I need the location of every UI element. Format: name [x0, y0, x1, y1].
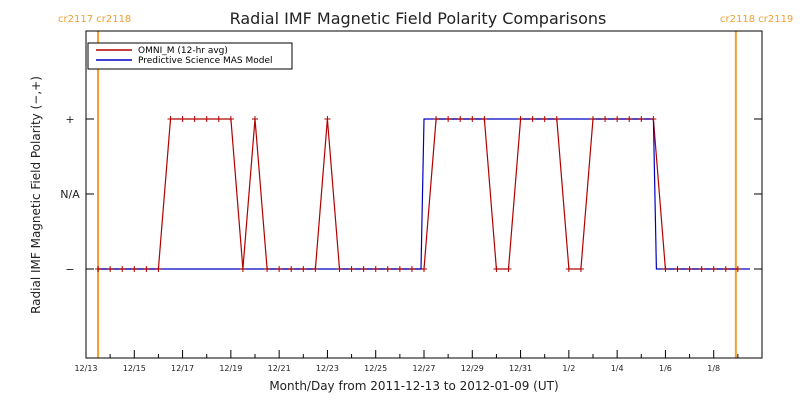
- chart-title: Radial IMF Magnetic Field Polarity Compa…: [230, 9, 607, 28]
- data-point-marker: [445, 116, 452, 122]
- data-point-marker: [348, 266, 355, 272]
- x-tick-label: 12/29: [461, 364, 484, 373]
- x-tick-label: 12/31: [509, 364, 532, 373]
- carrington-label: cr2117 cr2118: [58, 14, 131, 25]
- data-point-marker: [384, 266, 391, 272]
- x-axis-ticks: 12/13 12/15 12/17 12/19 12/21 12/23 12/25 12/27…: [74, 350, 739, 373]
- x-tick-label: 12/25: [364, 364, 387, 373]
- plot-frame: [85, 30, 763, 359]
- data-point-marker: [312, 266, 319, 272]
- data-point-marker: [276, 266, 283, 272]
- data-point-marker: [529, 116, 536, 122]
- x-tick-label: 12/27: [412, 364, 435, 373]
- y-tick-label: +: [65, 113, 74, 126]
- data-point-marker: [698, 266, 705, 272]
- data-point-marker: [252, 116, 258, 122]
- data-point-marker: [143, 266, 150, 272]
- x-tick-label: 1/8: [707, 364, 720, 373]
- data-point-marker: [421, 266, 427, 272]
- data-point-marker: [95, 266, 102, 272]
- data-point-marker: [686, 266, 693, 272]
- data-point-marker: [662, 266, 669, 272]
- data-point-marker: [517, 116, 524, 122]
- x-tick-label: 12/21: [268, 364, 291, 373]
- data-point-marker: [710, 266, 717, 272]
- data-point-marker: [493, 266, 500, 272]
- data-point-marker: [155, 266, 162, 272]
- y-axis-ticks: − N/A +: [60, 113, 762, 276]
- data-point-marker: [131, 266, 138, 272]
- legend-label-omni: OMNI_M (12-hr avg): [138, 46, 228, 56]
- carrington-label: cr2118 cr2119: [720, 14, 793, 25]
- series-line-1: [98, 118, 750, 270]
- x-tick-label: 12/15: [123, 364, 146, 373]
- data-point-marker: [674, 266, 681, 272]
- data-point-marker: [396, 266, 403, 272]
- markers-layer: [95, 116, 741, 272]
- data-point-marker: [167, 116, 174, 122]
- data-point-marker: [650, 116, 657, 122]
- data-point-marker: [481, 116, 488, 122]
- data-point-marker: [372, 266, 379, 272]
- x-tick-label: 1/2: [562, 364, 575, 373]
- y-tick-label: N/A: [60, 188, 80, 201]
- data-point-marker: [324, 116, 331, 122]
- data-point-marker: [602, 116, 609, 122]
- data-point-marker: [614, 116, 621, 122]
- x-tick-label: 12/13: [74, 364, 97, 373]
- x-tick-label: 12/23: [316, 364, 339, 373]
- data-point-marker: [590, 116, 596, 122]
- data-point-marker: [191, 116, 198, 122]
- data-point-marker: [215, 116, 222, 122]
- data-point-marker: [203, 116, 210, 122]
- y-axis-label: Radial IMF Magnetic Field Polarity (−,+): [29, 76, 43, 314]
- legend-label-mas: Predictive Science MAS Model: [138, 56, 273, 66]
- data-point-marker: [638, 116, 645, 122]
- data-point-marker: [336, 266, 343, 272]
- series-layer: [98, 118, 750, 270]
- data-point-marker: [119, 266, 126, 272]
- carrington-labels: cr2117 cr2118 cr2118 cr2119: [58, 14, 793, 358]
- data-point-marker: [179, 116, 186, 122]
- data-point-marker: [433, 116, 440, 122]
- data-point-marker: [541, 116, 548, 122]
- data-point-marker: [577, 266, 584, 272]
- data-point-marker: [360, 266, 367, 272]
- data-point-marker: [239, 266, 246, 272]
- data-point-marker: [300, 266, 307, 272]
- y-tick-label: −: [65, 263, 74, 276]
- data-point-marker: [227, 116, 234, 122]
- x-axis-label: Month/Day from 2011-12-13 to 2012-01-09 …: [269, 379, 558, 393]
- legend: OMNI_M (12-hr avg) Predictive Science MA…: [87, 42, 293, 70]
- data-point-marker: [505, 266, 512, 272]
- x-tick-label: 12/19: [219, 364, 242, 373]
- data-point-marker: [469, 116, 476, 122]
- data-point-marker: [722, 266, 729, 272]
- data-point-marker: [553, 116, 560, 122]
- data-point-marker: [408, 266, 415, 272]
- data-point-marker: [734, 266, 741, 272]
- x-tick-label: 12/17: [171, 364, 194, 373]
- data-point-marker: [565, 266, 572, 272]
- data-point-marker: [626, 116, 633, 122]
- legend-box: [87, 42, 293, 70]
- data-point-marker: [457, 116, 464, 122]
- series-line-0: [98, 118, 738, 270]
- data-point-marker: [264, 266, 271, 272]
- x-tick-label: 1/6: [659, 364, 672, 373]
- x-tick-label: 1/4: [611, 364, 624, 373]
- data-point-marker: [107, 266, 114, 272]
- data-point-marker: [288, 266, 295, 272]
